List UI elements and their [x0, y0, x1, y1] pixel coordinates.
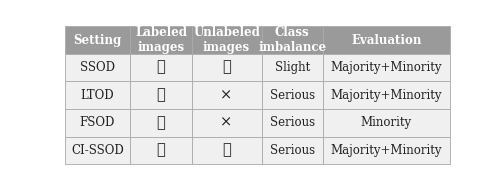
Bar: [191, 109, 261, 137]
Text: ✓: ✓: [156, 116, 165, 130]
Bar: [261, 26, 322, 54]
Bar: [65, 81, 130, 109]
Bar: [130, 109, 191, 137]
Bar: [261, 54, 322, 81]
Text: Majority+Minority: Majority+Minority: [330, 89, 441, 102]
Text: Serious: Serious: [269, 144, 314, 157]
Text: ×: ×: [220, 88, 232, 102]
Text: ✓: ✓: [156, 61, 165, 75]
Bar: [322, 26, 449, 54]
Text: Evaluation: Evaluation: [351, 33, 421, 46]
Text: Minority: Minority: [360, 116, 411, 130]
Bar: [191, 137, 261, 164]
Bar: [191, 26, 261, 54]
Text: ✓: ✓: [156, 144, 165, 158]
Text: Unlabeled
images: Unlabeled images: [193, 26, 260, 54]
Bar: [322, 81, 449, 109]
Text: FSOD: FSOD: [80, 116, 115, 130]
Bar: [130, 54, 191, 81]
Bar: [261, 137, 322, 164]
Bar: [191, 81, 261, 109]
Text: Setting: Setting: [73, 33, 121, 46]
Bar: [130, 81, 191, 109]
Text: Majority+Minority: Majority+Minority: [330, 61, 441, 74]
Text: ✓: ✓: [222, 61, 230, 75]
Text: Majority+Minority: Majority+Minority: [330, 144, 441, 157]
Bar: [65, 26, 130, 54]
Bar: [322, 109, 449, 137]
Bar: [322, 137, 449, 164]
Text: ×: ×: [220, 116, 232, 130]
Bar: [65, 109, 130, 137]
Bar: [65, 137, 130, 164]
Bar: [130, 26, 191, 54]
Bar: [130, 137, 191, 164]
Text: SSOD: SSOD: [80, 61, 115, 74]
Text: Slight: Slight: [274, 61, 309, 74]
Text: Serious: Serious: [269, 116, 314, 130]
Bar: [65, 54, 130, 81]
Text: Serious: Serious: [269, 89, 314, 102]
Text: LTOD: LTOD: [81, 89, 114, 102]
Bar: [322, 54, 449, 81]
Bar: [191, 54, 261, 81]
Text: Class
imbalance: Class imbalance: [258, 26, 326, 54]
Bar: [261, 81, 322, 109]
Text: Labeled
images: Labeled images: [135, 26, 186, 54]
Text: ✓: ✓: [222, 144, 230, 158]
Text: CI-SSOD: CI-SSOD: [71, 144, 124, 157]
Bar: [261, 109, 322, 137]
Text: ✓: ✓: [156, 88, 165, 102]
